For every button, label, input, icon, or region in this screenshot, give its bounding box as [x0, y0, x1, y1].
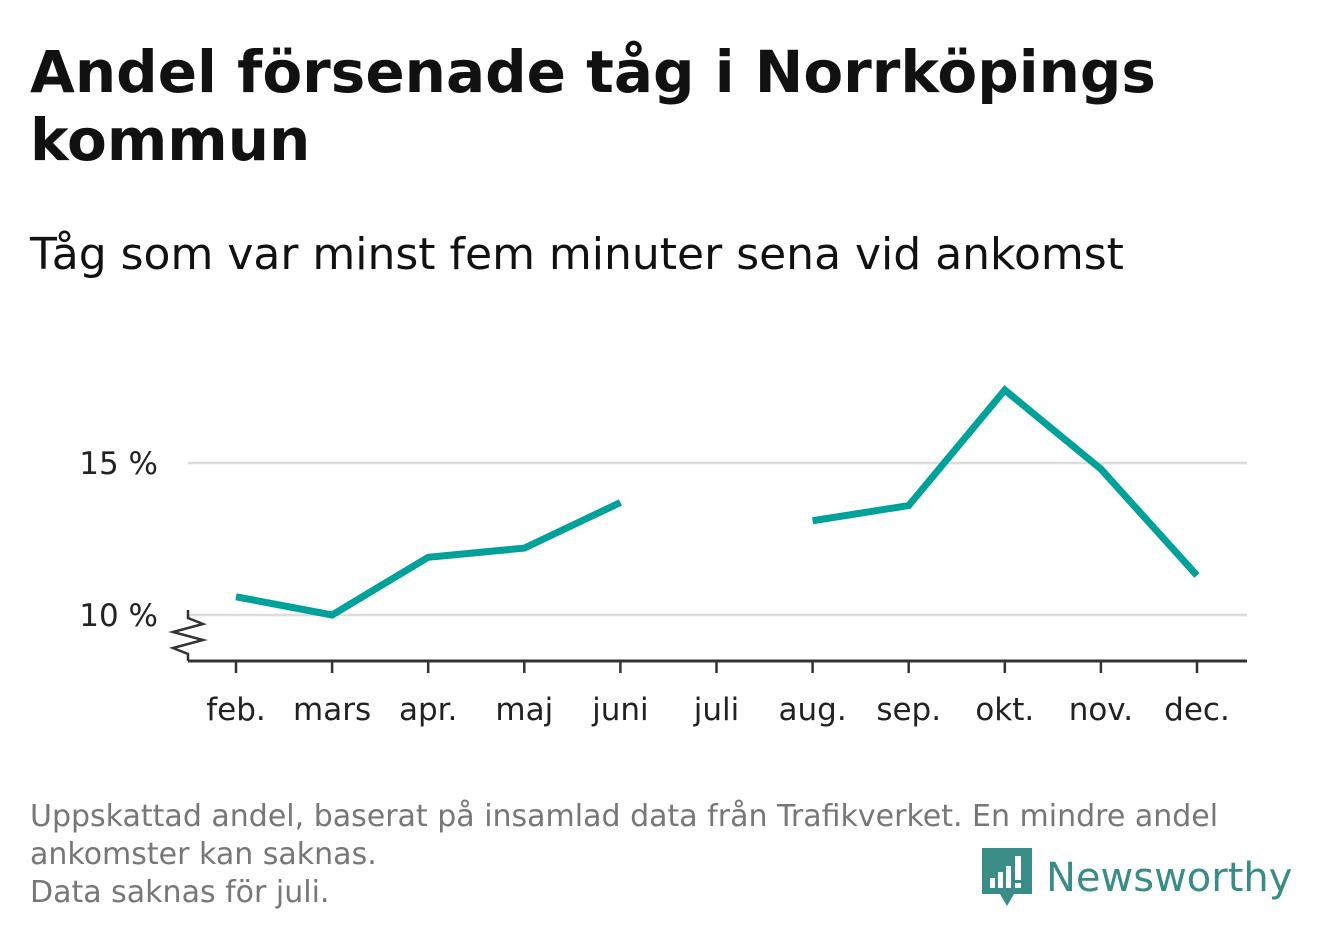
- x-tick-label: maj: [495, 692, 553, 728]
- chart-title: Andel försenade tåg i Norrköpings kommun: [30, 38, 1156, 174]
- footnote-line-2: ankomster kan saknas.: [30, 837, 377, 872]
- x-tick-label: aug.: [779, 692, 847, 728]
- series-line-segment: [235, 499, 622, 619]
- footnote-line-1: Uppskattad andel, baserat på insamlad da…: [30, 799, 1219, 834]
- footnote-line-3: Data saknas för juli.: [30, 875, 330, 910]
- x-tick-label: sep.: [876, 692, 941, 728]
- x-tick-label: juli: [693, 692, 740, 728]
- x-tick-label: nov.: [1069, 692, 1133, 728]
- series-lines: [235, 385, 1200, 619]
- brand-logo: Newsworthy: [982, 848, 1292, 908]
- x-axis: [168, 610, 1247, 673]
- y-tick-label: 10 %: [79, 598, 158, 634]
- series-line-segment: [812, 385, 1200, 578]
- bar-chart-speech-bubble-icon: [982, 848, 1032, 906]
- x-tick-label: okt.: [975, 692, 1034, 728]
- x-tick-label: dec.: [1164, 692, 1230, 728]
- y-tick-label: 15 %: [79, 446, 158, 482]
- x-tick-label: mars: [293, 692, 371, 728]
- gridlines: [188, 461, 1247, 617]
- x-tick-label: juni: [591, 692, 649, 728]
- y-axis-labels: 10 % 15 %: [79, 446, 158, 634]
- axis-break-symbol: [168, 610, 208, 661]
- brand-name: Newsworthy: [1046, 855, 1293, 901]
- x-axis-labels: feb. mars apr. maj juni juli aug. sep. okt. nov. d…: [206, 692, 1230, 728]
- chart-subtitle: Tåg som var minst fem minuter sena vid a…: [30, 229, 1124, 280]
- x-tick-label: feb.: [206, 692, 266, 728]
- footnote: Uppskattad andel, baserat på insamlad da…: [30, 798, 1290, 912]
- x-tick-label: apr.: [399, 692, 457, 728]
